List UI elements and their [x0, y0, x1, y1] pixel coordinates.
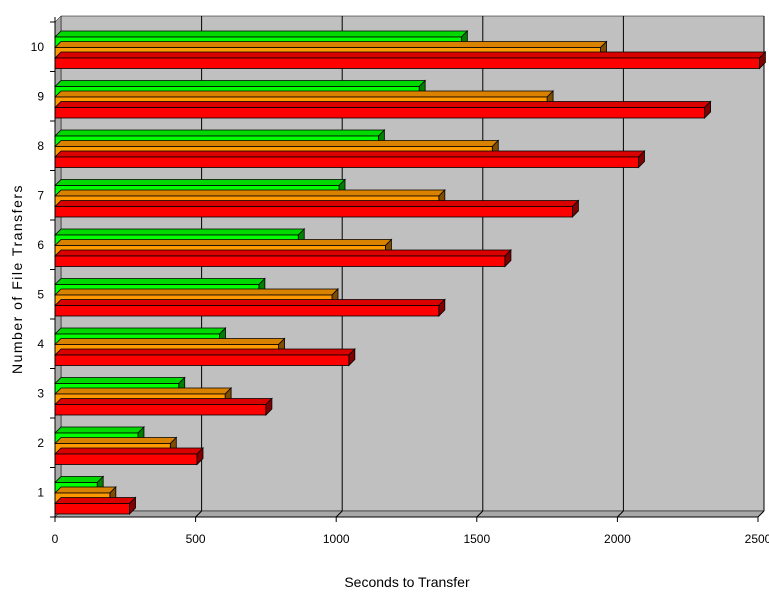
- plot-floor: [54, 510, 765, 518]
- bar-4-2: [54, 354, 350, 366]
- bar-5-0-top: [54, 278, 266, 285]
- bar-3-2-top: [54, 398, 273, 405]
- bar-9-2-top: [54, 101, 712, 108]
- y-tick-label: 8: [37, 139, 44, 153]
- bar-6-2: [54, 255, 506, 267]
- bar-4-2-top: [54, 348, 356, 356]
- bar-5-1-top: [54, 288, 339, 296]
- bar-8-2: [54, 156, 639, 168]
- bar-7-0-top: [54, 179, 346, 186]
- y-tick-label: 3: [37, 386, 44, 400]
- bar-8-2-top: [54, 150, 646, 158]
- y-axis-title: Number of File Transfers: [9, 184, 25, 374]
- bar-2-2: [54, 453, 198, 465]
- x-tick-label: 1000: [323, 532, 350, 546]
- gridline: [617, 510, 624, 518]
- y-tick-label: 2: [37, 436, 44, 450]
- gridline: [335, 510, 343, 518]
- bar-7-2-top: [54, 200, 580, 207]
- y-tick-label: 4: [37, 337, 44, 351]
- bar-1-1-top: [54, 486, 117, 494]
- bar-10-0-top: [54, 30, 469, 38]
- bar-9-0-top: [54, 80, 427, 87]
- y-tick-label: 7: [37, 188, 44, 202]
- y-tick-label: 1: [37, 485, 44, 499]
- x-tick-label: 0: [52, 532, 59, 546]
- gridline: [757, 510, 765, 518]
- bar-6-1-top: [54, 239, 393, 246]
- bar-6-2-top: [54, 249, 512, 257]
- bar-3-1-top: [54, 387, 233, 395]
- y-tick-label: 9: [37, 89, 44, 103]
- bar-5-2-top: [54, 299, 446, 306]
- x-tick-label: 1500: [463, 532, 490, 546]
- bar-7-1-top: [54, 189, 446, 197]
- x-tick-label: 2500: [745, 532, 769, 546]
- bar-9-1-top: [54, 90, 555, 98]
- bar-2-1-top: [54, 437, 178, 444]
- bar-10-1-top: [54, 41, 608, 48]
- bar-4-0-top: [54, 327, 227, 335]
- bar-2-2-top: [54, 447, 204, 455]
- bar-3-0-top: [54, 377, 186, 384]
- bar-2-0-top: [54, 426, 145, 434]
- bar-1-2: [54, 503, 130, 515]
- bar-1-0-top: [54, 476, 105, 483]
- bar-3-2: [54, 404, 267, 416]
- y-tick-label: 10: [31, 40, 45, 54]
- bar-8-0-top: [54, 129, 386, 137]
- y-tick-label: 6: [37, 238, 44, 252]
- x-axis-title: Seconds to Transfer: [344, 574, 470, 590]
- bar-10-2: [54, 57, 760, 69]
- axes: [50, 17, 759, 522]
- bar-4-1-top: [54, 338, 286, 345]
- bar-6-0-top: [54, 228, 306, 236]
- y-tick-label: 5: [37, 287, 44, 301]
- bar-8-1-top: [54, 140, 500, 147]
- gridline: [195, 510, 202, 518]
- bar-10-2-top: [54, 51, 767, 59]
- bar-7-2: [54, 206, 573, 218]
- bar-1-2-top: [54, 497, 137, 504]
- x-tick-label: 500: [186, 532, 206, 546]
- bar-9-2: [54, 107, 705, 119]
- bars: [54, 30, 767, 515]
- x-tick-labels: 0 500 1000 1500 2000 2500: [52, 532, 769, 546]
- bar-5-2: [54, 305, 440, 317]
- gridline: [476, 510, 484, 518]
- x-tick-label: 2000: [604, 532, 631, 546]
- y-tick-labels: 1 2 3 4 5 6 7 8 9 10: [31, 40, 45, 500]
